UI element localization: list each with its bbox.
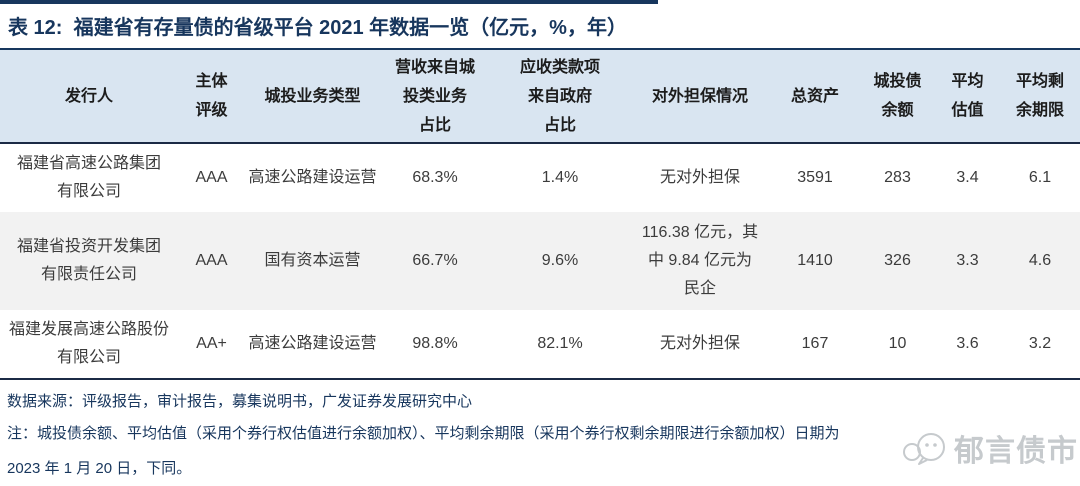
table-cell-issuer: 福建省高速公路集团 有限公司	[0, 143, 178, 212]
table-cell-gov-receivables-ratio: 1.4%	[490, 143, 630, 212]
column-header-gov-receivables-ratio: 应收类款项 来自政府 占比	[490, 48, 630, 144]
title-top-rule	[0, 0, 658, 4]
table-cell-external-guarantee: 116.38 亿元，其 中 9.84 亿元为 民企	[630, 212, 770, 310]
table-cell-gov-receivables-ratio: 9.6%	[490, 212, 630, 310]
table-cell-urban-revenue-ratio: 98.8%	[380, 310, 490, 380]
column-header-avg-maturity: 平均剩 余期限	[1000, 48, 1080, 144]
column-header-business-type: 城投业务类型	[245, 48, 380, 144]
table-cell-urban-revenue-ratio: 68.3%	[380, 143, 490, 212]
watermark-label: 郁言债市	[954, 435, 1078, 468]
table-cell-bond-balance: 10	[860, 310, 935, 380]
table-row: 福建省高速公路集团 有限公司 AAA 高速公路建设运营 68.3% 1.4% 无…	[0, 143, 1080, 212]
table-row: 福建发展高速公路股份 有限公司 AA+ 高速公路建设运营 98.8% 82.1%…	[0, 310, 1080, 380]
data-source-line: 数据来源：评级报告，审计报告，募集说明书，广发证券发展研究中心	[7, 393, 473, 410]
column-header-external-guarantee: 对外担保情况	[630, 48, 770, 144]
table-cell-avg-valuation: 3.4	[935, 143, 1000, 212]
table-cell-avg-maturity: 6.1	[1000, 143, 1080, 212]
column-header-avg-valuation: 平均 估值	[935, 48, 1000, 144]
column-header-rating: 主体 评级	[178, 48, 245, 144]
table-cell-total-assets: 3591	[770, 143, 860, 212]
table-cell-external-guarantee: 无对外担保	[630, 143, 770, 212]
table-cell-urban-revenue-ratio: 66.7%	[380, 212, 490, 310]
table-cell-gov-receivables-ratio: 82.1%	[490, 310, 630, 380]
watermark: 郁言债市	[901, 426, 1078, 470]
table-cell-rating: AAA	[178, 212, 245, 310]
column-header-total-assets: 总资产	[770, 48, 860, 144]
table-cell-bond-balance: 283	[860, 143, 935, 212]
table-cell-rating: AAA	[178, 143, 245, 212]
data-table: 发行人 主体 评级 城投业务类型 营收来自城 投类业务 占比 应收类款项 来自政…	[0, 48, 1080, 380]
table-cell-business-type: 高速公路建设运营	[245, 310, 380, 380]
table-cell-avg-maturity: 4.6	[1000, 212, 1080, 310]
table-cell-avg-valuation: 3.6	[935, 310, 1000, 380]
footnote: 注：城投债余额、平均估值（采用个券行权估值进行余额加权）、平均剩余期限（采用个券…	[7, 425, 840, 477]
table-cell-business-type: 高速公路建设运营	[245, 143, 380, 212]
table-cell-bond-balance: 326	[860, 212, 935, 310]
table-row: 福建省投资开发集团 有限责任公司 AAA 国有资本运营 66.7% 9.6% 1…	[0, 212, 1080, 310]
wechat-bubble-icon	[903, 433, 945, 465]
column-header-urban-revenue-ratio: 营收来自城 投类业务 占比	[380, 48, 490, 144]
table-title: 表 12: 福建省有存量债的省级平台 2021 年数据一览（亿元，%，年）	[8, 17, 627, 39]
table-cell-total-assets: 167	[770, 310, 860, 380]
table-cell-external-guarantee: 无对外担保	[630, 310, 770, 380]
table-cell-rating: AA+	[178, 310, 245, 380]
column-header-issuer: 发行人	[0, 48, 178, 144]
table-cell-issuer: 福建发展高速公路股份 有限公司	[0, 310, 178, 380]
table-cell-total-assets: 1410	[770, 212, 860, 310]
table-cell-avg-maturity: 3.2	[1000, 310, 1080, 380]
table-cell-issuer: 福建省投资开发集团 有限责任公司	[0, 212, 178, 310]
table-cell-avg-valuation: 3.3	[935, 212, 1000, 310]
column-header-bond-balance: 城投债 余额	[860, 48, 935, 144]
table-cell-business-type: 国有资本运营	[245, 212, 380, 310]
header-row: 发行人 主体 评级 城投业务类型 营收来自城 投类业务 占比 应收类款项 来自政…	[0, 48, 1080, 144]
